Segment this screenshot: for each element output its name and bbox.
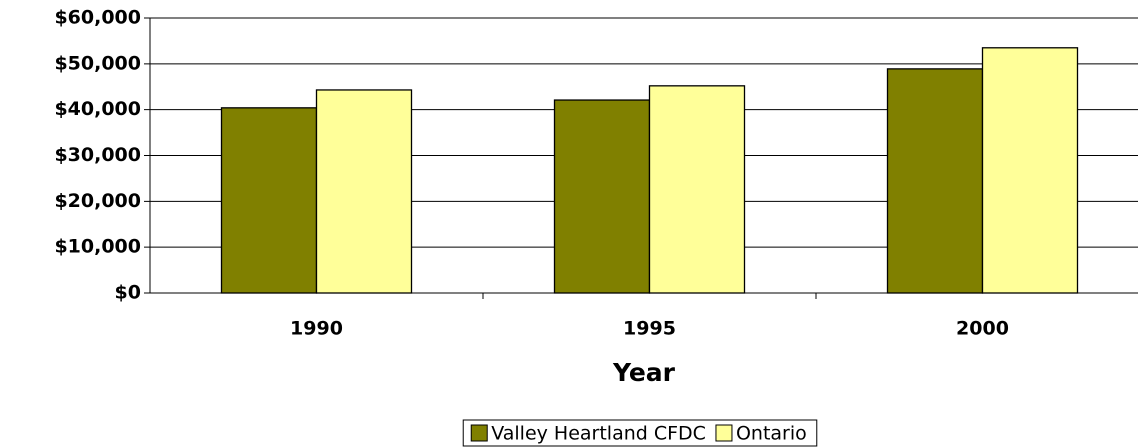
- bar: [220, 107, 318, 294]
- bar: [886, 68, 984, 294]
- y-tick-label: $30,000: [54, 144, 141, 166]
- y-tick-label: $0: [115, 282, 141, 304]
- legend-label: Ontario: [736, 423, 807, 445]
- bar: [648, 85, 746, 294]
- legend-box: [462, 419, 818, 447]
- y-tick-label: $40,000: [54, 98, 141, 120]
- y-tick-label: $60,000: [54, 7, 141, 29]
- y-tick-label: $20,000: [54, 190, 141, 212]
- x-axis-label: Year: [612, 358, 676, 387]
- legend-label: Valley Heartland CFDC: [491, 423, 706, 445]
- bar: [553, 99, 651, 294]
- y-tick-label: $10,000: [54, 236, 141, 258]
- x-tick-label: 1995: [623, 318, 676, 340]
- x-tick-label: 1990: [290, 318, 343, 340]
- x-tick-label: 2000: [956, 318, 1009, 340]
- legend-swatch: [470, 424, 488, 442]
- bar: [981, 47, 1079, 294]
- y-tick-label: $50,000: [54, 52, 141, 74]
- legend-swatch: [715, 424, 733, 442]
- bar: [315, 89, 413, 294]
